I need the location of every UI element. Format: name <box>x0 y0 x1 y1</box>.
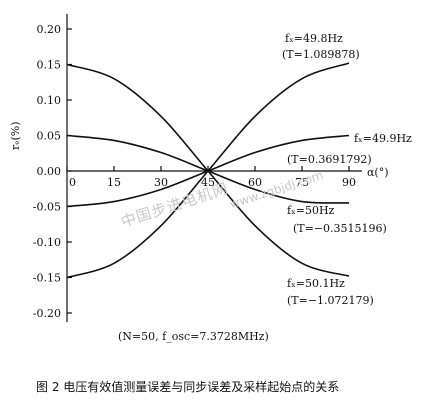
series-label-49-8: fₓ=49.8Hz <box>285 32 343 45</box>
y-tick-label: -0.10 <box>33 236 61 249</box>
series-note-49-9: (T=0.3691792) <box>287 153 372 166</box>
y-tick-label: -0.20 <box>33 307 61 320</box>
x-axis-label: α(°) <box>367 166 389 179</box>
x-tick-label: 15 <box>107 176 121 189</box>
curves <box>67 63 349 277</box>
y-tick-label: 0.20 <box>37 23 62 36</box>
y-axis-label: rₑ(%) <box>9 121 22 150</box>
parameters-note: (N=50, f_osc=7.3728MHz) <box>118 330 269 343</box>
series-note-50: (T=−0.3515196) <box>293 222 387 235</box>
y-tick-label: 0.15 <box>37 59 62 72</box>
series-label-50-1: fₓ=50.1Hz <box>287 277 345 290</box>
y-tick-label: 0.10 <box>37 94 62 107</box>
series-label-49-9: fₓ=49.9Hz <box>354 132 412 145</box>
series-label-50: fₓ=50Hz <box>287 204 335 217</box>
y-ticks: 0.20 0.15 0.10 0.05 0.00 -0.05 -0.10 -0.15 -0.20 <box>33 23 72 320</box>
series-note-49-8: (T=1.089878) <box>282 48 360 61</box>
y-tick-label: -0.05 <box>33 201 61 214</box>
curve-50-1hz <box>67 65 349 277</box>
x-tick-label: 90 <box>342 176 356 189</box>
y-tick-label: 0.05 <box>37 130 62 143</box>
figure-caption: 图 2 电压有效值测量误差与同步误差及采样起始点的关系 <box>36 378 339 395</box>
series-note-50-1: (T=−1.072179) <box>287 294 374 307</box>
x-tick-label: 0 <box>69 176 76 189</box>
y-tick-label: -0.15 <box>33 272 61 285</box>
y-tick-label: 0.00 <box>37 165 62 178</box>
